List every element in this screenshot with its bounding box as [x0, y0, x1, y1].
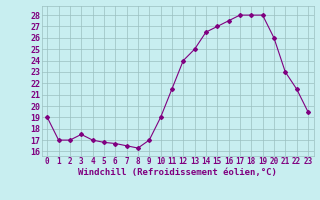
- X-axis label: Windchill (Refroidissement éolien,°C): Windchill (Refroidissement éolien,°C): [78, 168, 277, 177]
